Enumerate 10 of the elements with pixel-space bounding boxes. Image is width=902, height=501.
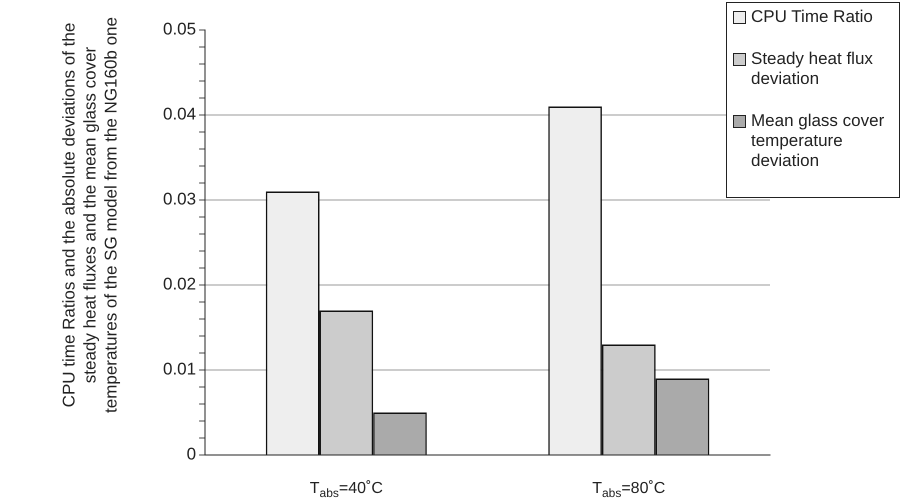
y-axis-title: CPU time Ratios and the absolute deviations of the steady heat fluxes and the mean glass cover temperatures of the SG model from the NG160b one	[58, 16, 122, 415]
y-tick-label: 0.04	[162, 104, 196, 124]
y-tick-label: 0.03	[162, 190, 196, 209]
legend-label: CPU Time Ratio	[751, 7, 873, 27]
y-tick-label: 0.05	[162, 20, 196, 39]
legend-label: Steady heat flux deviation	[751, 49, 874, 89]
y-tick-label: 0	[186, 444, 196, 464]
y-tick-label: 0.01	[162, 360, 196, 379]
y-tick-label: 0.02	[162, 274, 196, 294]
legend-label: Mean glass cover temperature deviation	[751, 111, 886, 171]
